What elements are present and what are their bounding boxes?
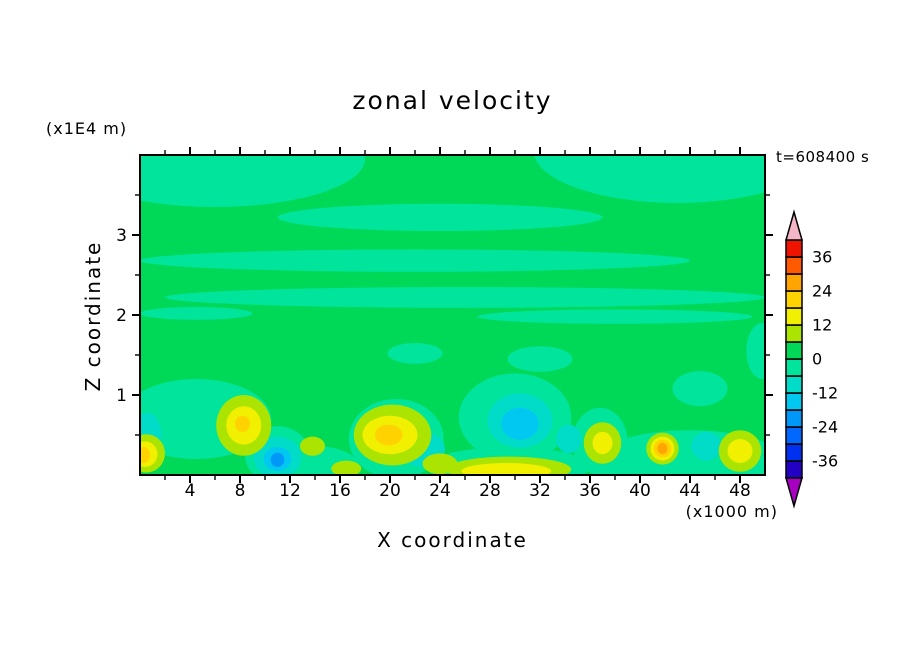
contour-region	[501, 407, 539, 440]
colorbar-segment	[785, 307, 803, 326]
colorbar-segment	[785, 392, 803, 411]
x-tick-label: 12	[279, 481, 301, 501]
x-tick-label: 4	[185, 481, 196, 501]
colorbar-segment	[785, 409, 803, 428]
z-tick-label: 3	[116, 226, 127, 246]
colorbar-segment	[785, 273, 803, 292]
x-axis-label: X coordinate	[377, 528, 528, 552]
contour-region	[300, 436, 325, 456]
contour-region	[277, 203, 603, 231]
colorbar-over-arrow	[785, 209, 803, 241]
contour-region	[235, 415, 250, 432]
contour-region	[331, 460, 362, 475]
colorbar-label: 24	[812, 282, 832, 301]
colorbar-label: -24	[812, 418, 838, 437]
contour-region	[657, 443, 668, 455]
x-tick-label: 32	[529, 481, 551, 501]
x-tick-label: 8	[235, 481, 246, 501]
colorbar-segment	[785, 239, 803, 258]
contour-region	[556, 424, 582, 454]
colorbar-segment	[785, 443, 803, 462]
contour-region	[140, 155, 365, 207]
colorbar-label: 36	[812, 248, 832, 267]
contour-region	[270, 452, 285, 467]
contour-region	[746, 323, 765, 379]
contour-region	[422, 453, 458, 475]
contour-region	[140, 249, 690, 272]
contour-region	[140, 447, 150, 463]
colorbar	[785, 209, 803, 509]
contour-region	[672, 371, 728, 407]
x-tick-label: 20	[379, 481, 401, 501]
x-tick-label: 48	[729, 481, 751, 501]
x-tick-label: 28	[479, 481, 501, 501]
axis-ticks	[132, 147, 773, 483]
colorbar-segment	[785, 375, 803, 394]
time-stamp-label: t=608400 s	[776, 148, 870, 166]
x-tick-label: 44	[679, 481, 701, 501]
contour-region	[461, 463, 552, 475]
z-tick-label: 2	[116, 306, 127, 326]
colorbar-under-arrow	[785, 477, 803, 509]
colorbar-segment	[785, 460, 803, 479]
z-axis-label: Z coordinate	[81, 240, 105, 392]
contour-region	[165, 287, 765, 308]
colorbar-segment	[785, 324, 803, 343]
colorbar-segment	[785, 290, 803, 309]
contour-region	[727, 439, 753, 463]
colorbar-segment	[785, 358, 803, 377]
contour-region	[592, 431, 613, 455]
x-tick-label: 40	[629, 481, 651, 501]
x-tick-label: 36	[579, 481, 601, 501]
x-axis-unit-label: (x1000 m)	[685, 502, 778, 521]
z-axis-unit-label: (x1E4 m)	[46, 119, 128, 138]
colorbar-segment	[785, 426, 803, 445]
contour-field	[140, 155, 765, 475]
contour-region	[534, 155, 765, 203]
plot-title: zonal velocity	[352, 86, 553, 115]
contour-region	[691, 431, 722, 461]
contour-region	[140, 307, 253, 320]
colorbar-segment	[785, 256, 803, 275]
x-tick-label: 24	[429, 481, 451, 501]
x-tick-label: 16	[329, 481, 351, 501]
contour-region	[375, 424, 403, 446]
colorbar-label: -36	[812, 452, 838, 471]
colorbar-label: -12	[812, 384, 838, 403]
contour-region	[507, 346, 573, 372]
colorbar-label: 0	[812, 350, 822, 369]
colorbar-label: 12	[812, 316, 832, 335]
colorbar-segment	[785, 341, 803, 360]
z-tick-label: 1	[116, 386, 127, 406]
contour-region	[477, 309, 753, 324]
contour-region	[387, 343, 443, 364]
